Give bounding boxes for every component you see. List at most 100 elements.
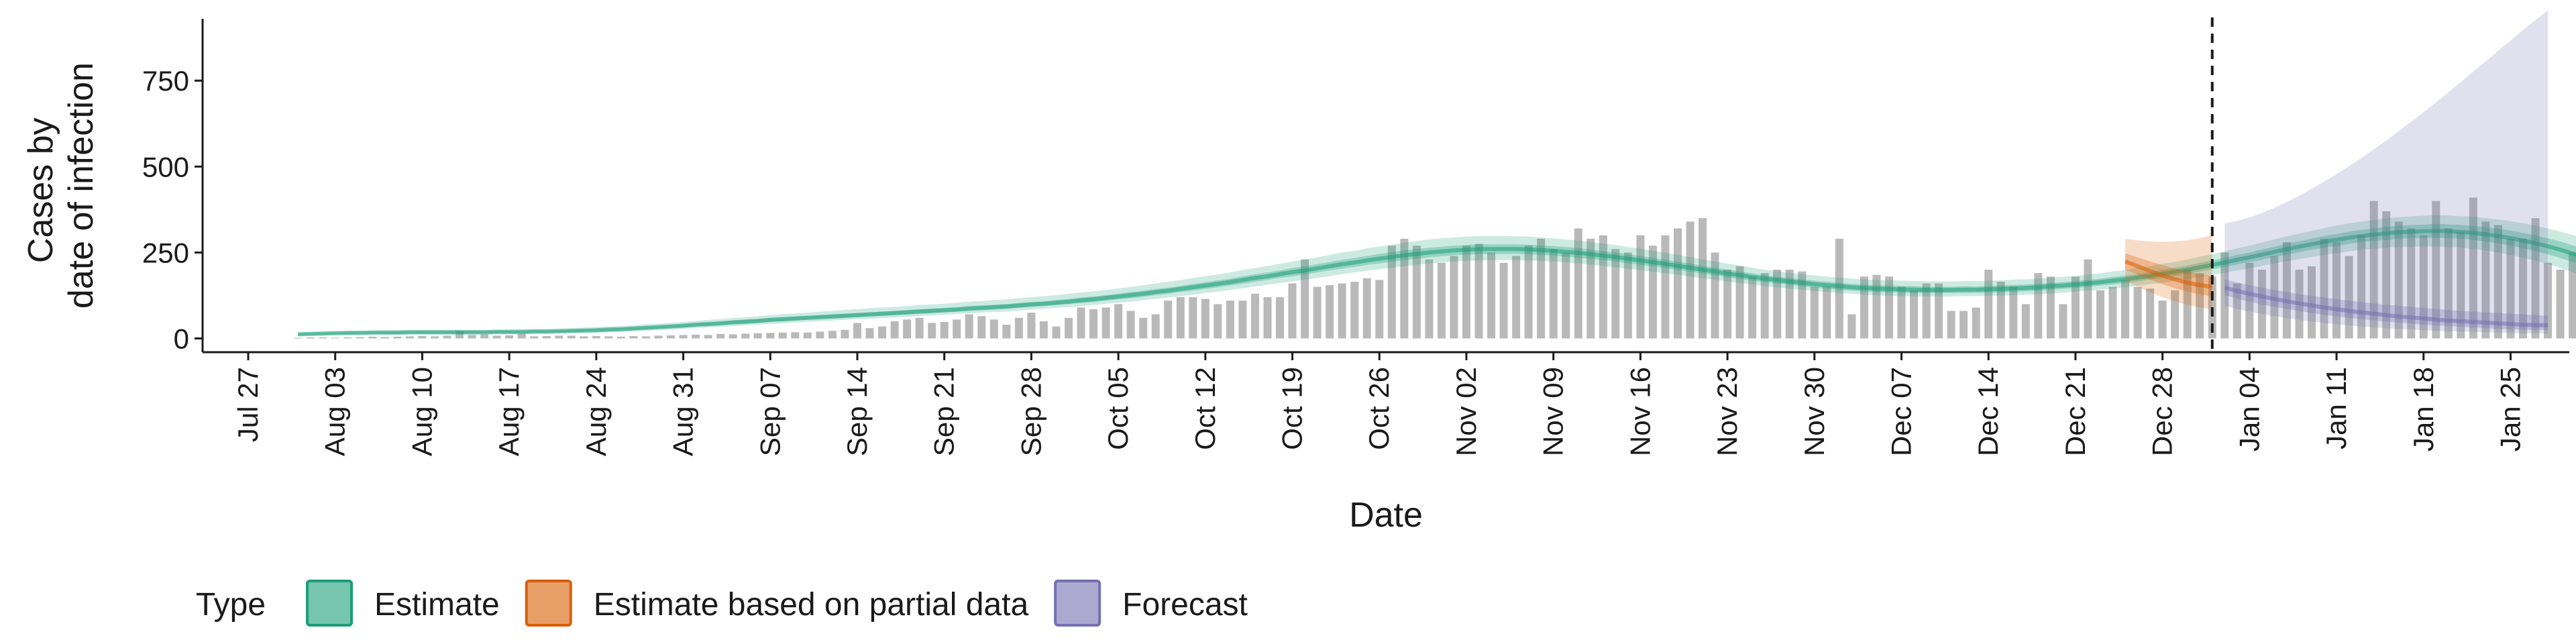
x-tick-label: Nov 02 xyxy=(1450,367,1482,456)
reported-cases-bar xyxy=(1872,274,1881,339)
y-axis-ticks: 0 250 500 750 xyxy=(142,65,203,355)
reported-cases-bar xyxy=(306,337,315,339)
reported-cases-bar xyxy=(1014,317,1023,339)
reported-cases-bar xyxy=(2133,286,2142,339)
reported-cases-bar xyxy=(1935,283,1943,339)
x-tick-label: Sep 21 xyxy=(928,367,960,456)
reported-cases-bar xyxy=(965,314,973,339)
reported-cases-bar xyxy=(2569,252,2576,339)
reported-cases-bar xyxy=(592,335,600,339)
reported-cases-bar xyxy=(803,332,812,339)
reported-cases-bar xyxy=(1524,246,1533,339)
reported-cases-bar xyxy=(753,333,762,339)
reported-cases-bar xyxy=(2493,225,2502,339)
forecast-median-line xyxy=(2224,285,2548,327)
legend-title: Type xyxy=(196,587,266,623)
reported-cases-bar xyxy=(1313,286,1322,339)
legend-item: Estimate xyxy=(306,580,500,627)
reported-cases-bar xyxy=(841,329,849,339)
reported-cases-bar xyxy=(1276,297,1284,339)
legend-label: Estimate xyxy=(374,587,500,623)
reported-cases-bar xyxy=(1301,259,1309,339)
reported-cases-bar xyxy=(1288,283,1297,339)
x-tick-label: Aug 31 xyxy=(667,367,699,456)
x-tick-label: Dec 07 xyxy=(1885,367,1917,456)
reported-cases-bar xyxy=(1773,270,1782,339)
reported-cases-bar xyxy=(1623,252,1632,339)
legend-swatch xyxy=(525,580,572,627)
reported-cases-bar xyxy=(2220,252,2229,339)
x-tick-label: Nov 30 xyxy=(1799,367,1830,456)
reported-cases-bar xyxy=(530,336,539,339)
reported-cases-bar xyxy=(2245,262,2254,339)
reported-cases-bar xyxy=(1922,283,1931,339)
reported-cases-bar xyxy=(1599,235,1607,339)
x-tick-label: Dec 14 xyxy=(1972,367,2004,456)
legend-item: Forecast xyxy=(1054,580,1248,627)
reported-cases-bar xyxy=(2196,273,2204,339)
reported-cases-bar xyxy=(2394,221,2403,339)
x-tick-label: Oct 05 xyxy=(1102,367,1134,450)
x-tick-label: Jul 27 xyxy=(232,367,264,442)
reported-cases-bar xyxy=(2071,276,2080,339)
reported-cases-bar xyxy=(1350,282,1359,339)
reported-cases-bar xyxy=(1885,276,1893,339)
reported-cases-bar xyxy=(1996,282,2005,339)
y-axis-title: Cases by date of infection xyxy=(21,62,101,309)
reported-cases-bar xyxy=(2332,242,2341,339)
partial-estimate-series xyxy=(2124,235,2213,310)
reported-cases-bar xyxy=(2308,266,2316,339)
reported-cases-bar xyxy=(2320,238,2328,339)
reported-cases-bar xyxy=(1412,246,1421,339)
reported-cases-bar xyxy=(1611,249,1620,339)
x-tick-label: Aug 10 xyxy=(406,367,437,456)
reported-cases-bar xyxy=(2021,304,2030,339)
reported-cases-bar xyxy=(1860,276,1868,339)
reported-cases-bar xyxy=(1002,325,1011,339)
reported-cases-bar xyxy=(791,332,800,339)
reported-cases-bar xyxy=(1537,238,1546,339)
reported-cases-bar xyxy=(2519,238,2527,339)
reported-cases-bar xyxy=(418,335,427,339)
reported-cases-bar xyxy=(1338,283,1346,339)
reported-cases-bar xyxy=(1450,256,1458,339)
x-tick-label: Aug 17 xyxy=(493,367,525,456)
y-tick-label: 250 xyxy=(142,237,189,268)
y-tick-label: 0 xyxy=(174,323,189,355)
reported-cases-bar xyxy=(1462,246,1470,339)
x-tick-label: Nov 23 xyxy=(1711,367,1743,456)
reported-cases-bar xyxy=(294,337,303,339)
reported-cases-bar xyxy=(1699,218,1707,339)
reported-cases-bar xyxy=(1947,311,1955,339)
reported-cases-bar xyxy=(1039,321,1048,339)
reported-cases-bar xyxy=(1549,249,1558,339)
reported-cases-bar xyxy=(2556,270,2565,339)
reported-cases-bar xyxy=(1648,246,1657,339)
reported-cases-bar xyxy=(616,336,625,339)
reported-cases-bar xyxy=(989,319,998,339)
x-tick-label: Jan 18 xyxy=(2408,367,2439,451)
x-tick-label: Jan 25 xyxy=(2494,367,2526,451)
reported-cases-bar xyxy=(1785,270,1794,339)
reported-cases-bar xyxy=(2382,211,2391,339)
reported-cases-bar xyxy=(1562,252,1570,339)
reported-cases-bar xyxy=(1326,285,1334,339)
reported-cases-bar xyxy=(2233,283,2241,339)
reported-cases-bar xyxy=(2121,280,2129,339)
x-tick-label: Nov 09 xyxy=(1538,367,1569,456)
reported-cases-bar xyxy=(1425,259,1434,339)
reported-cases-bar xyxy=(890,321,899,339)
reported-cases-bar xyxy=(2046,276,2055,339)
reported-cases-bar xyxy=(2531,218,2540,339)
reported-cases-bar xyxy=(2009,286,2018,339)
reported-cases-bar xyxy=(2108,286,2117,339)
reported-cases-bar xyxy=(778,332,787,339)
reported-cases-bar xyxy=(2158,301,2167,339)
reported-cases-bar xyxy=(555,335,564,339)
y-axis-title-line-1: Cases by xyxy=(21,117,60,263)
reported-cases-bar xyxy=(1139,317,1148,339)
reported-cases-bar xyxy=(1065,317,1073,339)
reported-cases-bar xyxy=(903,319,912,339)
reported-cases-bar xyxy=(2432,201,2440,339)
